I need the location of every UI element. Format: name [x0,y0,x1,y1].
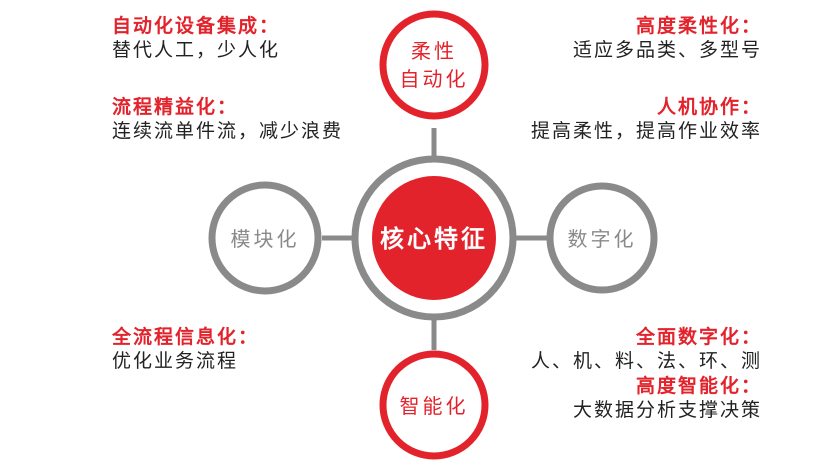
node-top-label-line2: 自动化 [400,67,469,91]
note-bottom-left-1: 全流程信息化： 优化业务流程 [112,325,412,373]
note-body: 人、机、料、法、环、测 [530,350,762,372]
note-body: 提高柔性，提高作业效率 [530,120,762,142]
node-bottom-label: 智能化 [400,394,469,418]
note-bottom-right-2: 高度智能化： 大数据分析支撑决策 [462,374,762,422]
node-left-ring [208,181,322,295]
note-heading: 全流程信息化： [112,326,260,348]
node-top-ring [379,10,489,120]
node-top-label-line1: 柔性 [411,39,457,63]
center-label: 核心特征 [380,225,488,253]
center-outer-ring [351,155,517,321]
note-top-right-1: 高度柔性化： 适应多品类、多型号 [462,14,762,62]
note-body: 适应多品类、多型号 [572,39,762,61]
note-heading: 流程精益化： [112,96,239,118]
note-body: 大数据分析支撑决策 [572,399,762,421]
note-body: 优化业务流程 [112,350,239,372]
note-body: 连续流单件流，减少浪费 [112,120,344,142]
note-top-left-1: 自动化设备集成： 替代人工，少人化 [112,14,412,62]
note-body: 替代人工，少人化 [112,39,281,61]
note-top-right-2: 人机协作： 提高柔性，提高作业效率 [462,95,762,143]
node-right-label: 数字化 [568,227,637,251]
node-left-label: 模块化 [231,227,300,251]
note-heading: 高度柔性化： [635,15,762,37]
node-right-ring [546,182,658,294]
note-bottom-right-1: 全面数字化： 人、机、料、法、环、测 [462,325,762,373]
note-heading: 全面数字化： [635,326,762,348]
note-heading: 人机协作： [656,96,762,118]
node-bottom-ring [379,350,489,460]
note-heading: 自动化设备集成： [112,15,281,37]
note-heading: 高度智能化： [635,375,762,397]
center-circle [372,176,496,300]
note-top-left-2: 流程精益化： 连续流单件流，减少浪费 [112,95,412,143]
